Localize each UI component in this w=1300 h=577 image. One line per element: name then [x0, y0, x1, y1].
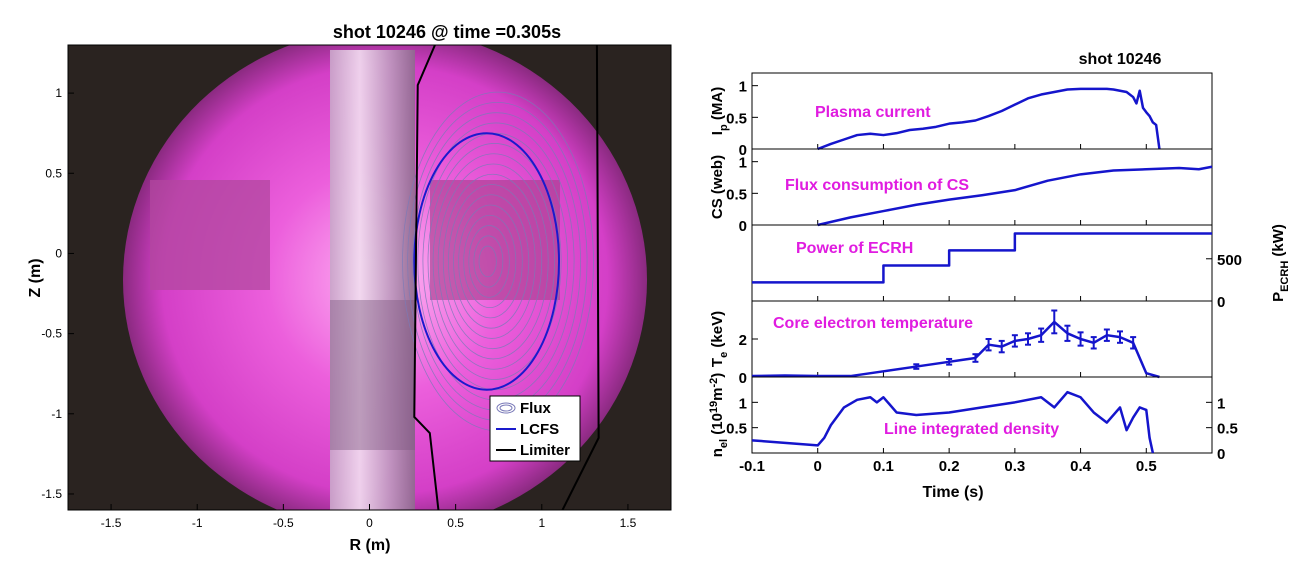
annotation-te: Core electron temperature: [773, 315, 973, 332]
lcfs-boundary: [413, 132, 561, 391]
ytick-right-label: 0.5: [1217, 421, 1238, 438]
ylabel-ip: Ip (MA): [709, 87, 730, 135]
flux-surface: [478, 245, 497, 278]
ytick-label: 1: [739, 155, 747, 172]
flux-surface: [458, 204, 523, 319]
annotation-ne: Line integrated density: [884, 421, 1059, 438]
left-plot-title: shot 10246 @ time =0.305s: [333, 22, 561, 42]
left-xtick-label: 1: [538, 516, 545, 530]
flux-surface: [442, 173, 543, 350]
flux-surface: [453, 194, 530, 329]
ytick-label: 0: [1217, 294, 1225, 311]
legend-flux-swatch: [496, 402, 516, 414]
flux-surface: [432, 153, 556, 370]
panel-ip: 0 0.5 1 Plasma current Ip (MA): [709, 72, 1213, 159]
panel-frame: [751, 376, 1213, 454]
ytick-label: 0: [739, 370, 747, 387]
left-xtick-label: 0: [366, 516, 373, 530]
port-right: [430, 180, 560, 300]
panel-cs: 0 0.5 1 Flux consumption of CS CS (web): [709, 148, 1213, 235]
ytick-label: 1: [739, 79, 747, 96]
ytick-label: 0: [739, 142, 747, 159]
ytick-label: 1: [739, 395, 747, 412]
ylabel-ne: nel (1019m-2): [708, 373, 730, 458]
legend-lcfs-label: LCFS: [520, 421, 559, 438]
left-ytick-label: 0: [55, 246, 62, 260]
left-xtick-label: 0.5: [447, 516, 464, 530]
ytick-label: 0.5: [726, 421, 747, 438]
panel-frame: [751, 224, 1213, 302]
camera-image: [68, 45, 671, 510]
right-plot-title: shot 10246: [1079, 51, 1162, 68]
ytick-label: 0: [739, 218, 747, 235]
trace-ne: [751, 390, 1155, 454]
ytick-label: 500: [1217, 252, 1242, 269]
flux-surface: [473, 235, 504, 288]
panel-ne: 0.5 1 0 0.5 1 Line integrated density nel (101…: [708, 373, 1238, 463]
central-column-shade: [330, 300, 415, 450]
limiter-outer: [561, 45, 600, 510]
panel-ecrh: 0 500 Power of ECRH PECRH (kW): [751, 224, 1291, 311]
limiter-inner: [413, 45, 440, 510]
xtick-label: 0: [814, 458, 822, 475]
annotation-ecrh: Power of ECRH: [796, 240, 913, 257]
camera-equilibrium-plot: shot 10246 @ time =0.305s -1.5 -1 -0.5 0 0.5…: [27, 22, 672, 554]
left-ytick-label: -0.5: [41, 327, 62, 341]
left-ytick-label: 1: [55, 86, 62, 100]
annotation-ip: Plasma current: [815, 104, 931, 121]
ytick-label: 0.5: [726, 186, 747, 203]
ytick-right-label: 0: [1217, 446, 1225, 463]
flux-surface: [468, 225, 510, 298]
ytick-right-label: 1: [1217, 395, 1225, 412]
left-ytick-label: -1: [51, 407, 62, 421]
xtick-label: 0.5: [1136, 458, 1157, 475]
ylabel-ecrh: PECRH (kW): [1270, 224, 1291, 302]
trace-cs: [817, 165, 1213, 227]
ytick-label: 0.5: [726, 110, 747, 127]
left-ytick-label: 0.5: [45, 166, 62, 180]
port-left: [150, 180, 270, 290]
panel-te: 0 2 Core electron temperature Te (keV): [709, 300, 1213, 387]
legend-flux-label: Flux: [520, 400, 551, 417]
left-xtick-label: -1: [192, 516, 203, 530]
left-xlabel: R (m): [350, 537, 391, 554]
xtick-label: 0.4: [1070, 458, 1092, 475]
annotation-cs: Flux consumption of CS: [785, 177, 969, 194]
ylabel-te: Te (keV): [709, 311, 730, 367]
xtick-label: 0.2: [939, 458, 960, 475]
flux-surface: [427, 143, 562, 380]
central-column: [330, 50, 415, 510]
left-xtick-label: -1.5: [101, 516, 122, 530]
legend: Flux LCFS Limiter: [489, 395, 581, 462]
ytick-label: 2: [739, 332, 747, 349]
xtick-label: 0.1: [873, 458, 894, 475]
flux-surface: [448, 184, 536, 339]
xtick-label: 0.3: [1004, 458, 1025, 475]
legend-limiter-label: Limiter: [520, 442, 570, 459]
xtick-label: -0.1: [739, 458, 765, 475]
left-xtick-label: -0.5: [273, 516, 294, 530]
flux-surface: [463, 214, 517, 309]
ylabel-cs: CS (web): [709, 155, 726, 219]
trace-ecrh: [752, 232, 1212, 284]
left-ytick-label: -1.5: [41, 487, 62, 501]
left-ylabel: Z (m): [27, 258, 44, 297]
left-xtick-label: 1.5: [620, 516, 637, 530]
flux-surface: [437, 163, 549, 360]
trace-ip: [817, 87, 1161, 151]
right-xlabel: Time (s): [922, 484, 983, 501]
